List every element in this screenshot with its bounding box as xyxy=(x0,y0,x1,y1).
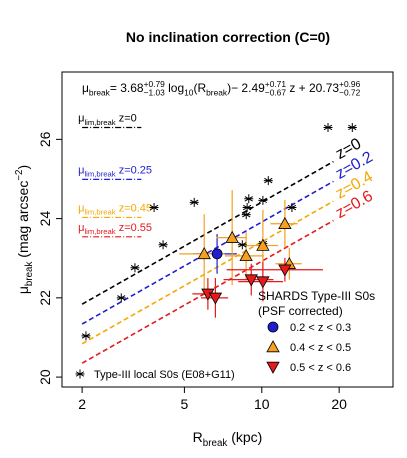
star-point xyxy=(287,203,297,213)
formula-sub: −1.03 xyxy=(144,88,166,98)
limit-label-text: μ xyxy=(78,222,84,234)
triangle-point xyxy=(256,238,270,251)
limit-label-text: z=0.45 xyxy=(116,202,152,214)
x-tick-label: 5 xyxy=(181,396,189,412)
star-point xyxy=(116,293,126,303)
limit-label-sub: lim,break xyxy=(84,208,115,217)
formula-sub: break xyxy=(89,88,111,98)
star-point xyxy=(241,210,251,220)
star-point xyxy=(244,194,254,204)
triangle-point xyxy=(225,230,239,243)
y-axis-label-sup: −2 xyxy=(14,169,25,180)
y-tick-label: 24 xyxy=(37,211,53,227)
limit-label-text: μ xyxy=(78,202,84,214)
plot-frame xyxy=(61,71,394,388)
limit-label-text: μ xyxy=(78,164,84,176)
formula-sub: 10 xyxy=(184,88,194,98)
triangle-down-point xyxy=(256,276,270,289)
limit-label: μ lim,break z=0.45 xyxy=(78,202,152,216)
x-axis-label-text: (kpc) xyxy=(227,429,262,445)
star-point xyxy=(149,203,159,213)
star-point xyxy=(158,240,168,250)
triangle-down-point xyxy=(244,274,258,287)
chart-title: No inclination correction (C=0) xyxy=(126,29,330,45)
y-axis-label-text: μ xyxy=(15,286,31,294)
fit-line xyxy=(81,160,334,305)
triangle-down-point xyxy=(266,361,280,374)
triangle-point xyxy=(239,249,253,262)
triangle-down-point xyxy=(278,264,292,277)
limit-label: μ lim,break z=0.55 xyxy=(78,222,152,236)
limit-label-sub: lim,break xyxy=(84,170,115,179)
triangle-down-point xyxy=(208,292,223,305)
x-tick-label: 2 xyxy=(78,396,86,412)
star-point xyxy=(263,176,273,186)
star-point xyxy=(75,369,85,379)
formula-text: = 3.68 xyxy=(110,81,144,95)
y-tick-label: 22 xyxy=(37,290,53,306)
limit-label: μ lim,break z=0.25 xyxy=(78,164,152,178)
x-tick-label: 20 xyxy=(331,396,347,412)
star-point xyxy=(258,195,268,205)
formula-sup: +0.71 xyxy=(265,79,287,89)
star-point xyxy=(237,240,247,250)
legend-title: SHARDS Type-III S0s xyxy=(258,289,375,303)
legend-label: Type-III local S0s (E08+G11) xyxy=(94,369,235,381)
triangle-point xyxy=(197,247,211,260)
limit-label-sub: lim,break xyxy=(84,118,115,127)
formula-text: μ xyxy=(82,81,89,95)
y-axis-label-sub: break xyxy=(24,261,35,286)
y-axis-label-text: ) xyxy=(15,165,31,170)
y-axis-label-text: (mag arcsec xyxy=(15,181,31,262)
y-tick-label: 20 xyxy=(37,369,53,385)
x-axis-label-text: R xyxy=(193,429,203,445)
circle-point xyxy=(211,248,223,260)
formula-text: (R xyxy=(193,81,206,95)
legend-title: (PSF corrected) xyxy=(258,304,343,318)
x-tick-label: 10 xyxy=(254,396,270,412)
y-tick-label: 26 xyxy=(37,131,53,147)
formula-sup: +0.96 xyxy=(339,79,361,89)
formula-text: log xyxy=(165,81,184,95)
formula-text: )− 2.49 xyxy=(227,81,265,95)
legend-label: 0.2 < z < 0.3 xyxy=(290,322,351,334)
limit-label-sub: lim,break xyxy=(84,227,115,236)
formula: μ break = 3.68 +0.79−1.03 log 10 (R break)− 2.… xyxy=(82,79,361,98)
star-point xyxy=(242,203,252,213)
legend-label: 0.5 < z < 0.6 xyxy=(290,362,351,374)
limit-label-text: z=0.25 xyxy=(116,164,152,176)
triangle-point xyxy=(266,340,280,353)
star-point xyxy=(130,263,140,273)
limit-label-text: z=0 xyxy=(116,112,137,124)
formula-sup: +0.79 xyxy=(144,79,166,89)
fit-line xyxy=(81,200,334,345)
circle-point xyxy=(267,321,279,333)
formula-text: z + 20.73 xyxy=(286,81,339,95)
limit-label: μ lim,break z=0 xyxy=(78,112,137,126)
star-point xyxy=(189,197,199,207)
limit-label-text: μ xyxy=(78,112,84,124)
formula-sub: −0.67 xyxy=(265,88,287,98)
triangle-point xyxy=(278,216,292,229)
legend-label: 0.4 < z < 0.5 xyxy=(290,342,351,354)
formula-sub: break xyxy=(206,88,228,98)
formula-sub: −0.72 xyxy=(339,88,361,98)
x-axis-label-sub: break xyxy=(203,438,228,449)
star-point xyxy=(347,122,357,132)
star-point xyxy=(323,122,333,132)
limit-label-text: z=0.55 xyxy=(116,222,152,234)
star-point xyxy=(81,331,91,341)
